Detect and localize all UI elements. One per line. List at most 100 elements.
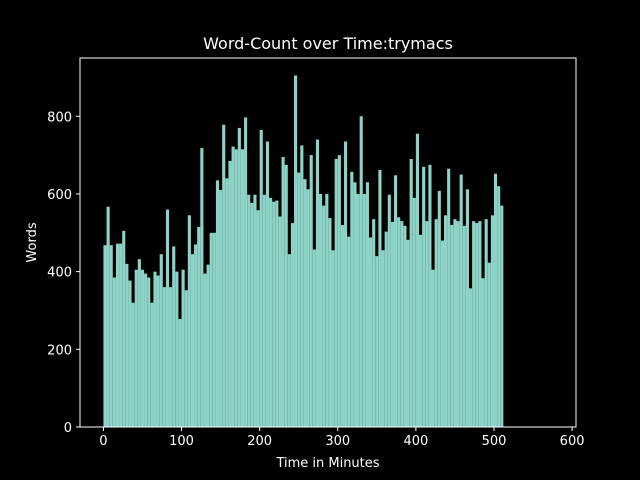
histogram-bar xyxy=(331,250,335,427)
histogram-bar xyxy=(490,215,494,427)
histogram-bar xyxy=(381,250,385,427)
chart-title: Word-Count over Time:trymacs xyxy=(203,34,453,53)
histogram-bar xyxy=(415,133,419,427)
histogram-bar xyxy=(403,225,407,427)
histogram-bar xyxy=(219,190,223,427)
x-tick-label: 400 xyxy=(403,434,428,449)
histogram-bar xyxy=(465,189,469,427)
histogram-bar xyxy=(328,218,332,427)
histogram-bar xyxy=(418,234,423,427)
x-tick-label: 100 xyxy=(169,434,194,449)
histogram-bar xyxy=(253,194,257,427)
histogram-bar xyxy=(456,221,460,427)
histogram-bar xyxy=(119,243,123,427)
histogram-bar xyxy=(340,225,345,427)
histogram-bar xyxy=(228,160,232,427)
histogram-bar xyxy=(275,200,279,427)
histogram-bar xyxy=(122,230,126,427)
histogram-bar xyxy=(262,194,266,427)
histogram-bar xyxy=(400,221,404,427)
histogram-bar xyxy=(187,215,191,427)
histogram-bar xyxy=(297,172,301,427)
histogram-bar xyxy=(265,141,270,427)
histogram-bar xyxy=(194,244,198,427)
histogram-bar xyxy=(468,288,473,427)
histogram-bar xyxy=(384,231,388,427)
histogram-bar xyxy=(493,173,498,427)
x-axis: 0 100 200 300 400 500 600 xyxy=(99,427,585,449)
histogram-bar xyxy=(112,277,116,427)
histogram-bar xyxy=(409,158,413,427)
histogram-bar xyxy=(484,219,488,427)
histogram-bar xyxy=(200,148,204,427)
histogram-bar xyxy=(178,319,182,427)
histogram-bar xyxy=(269,197,273,427)
histogram-bar xyxy=(222,124,226,428)
y-axis: 0 200 400 600 800 xyxy=(47,110,80,436)
histogram-bar xyxy=(209,232,213,427)
y-tick-label: 0 xyxy=(64,421,72,436)
histogram-bar xyxy=(169,287,173,427)
bars-group xyxy=(103,75,504,428)
histogram-bar xyxy=(315,139,320,427)
histogram-bar xyxy=(428,164,432,427)
histogram-bar xyxy=(165,209,170,427)
histogram-bar xyxy=(325,193,329,427)
histogram-bar xyxy=(128,280,132,427)
x-tick-label: 500 xyxy=(482,434,507,449)
y-tick-label: 600 xyxy=(47,188,72,203)
plot-frame xyxy=(79,57,577,428)
histogram-bar xyxy=(134,269,138,427)
histogram-bar xyxy=(359,116,363,428)
histogram-bar xyxy=(162,287,166,427)
histogram-bar xyxy=(322,205,326,427)
histogram-bar xyxy=(240,149,245,428)
histogram-bar xyxy=(115,243,120,427)
histogram-bar xyxy=(190,254,195,427)
histogram-bar xyxy=(159,254,163,427)
x-tick-label: 200 xyxy=(247,434,272,449)
histogram-bar xyxy=(206,264,210,427)
x-tick-label: 0 xyxy=(99,434,107,449)
histogram-bar xyxy=(440,240,444,427)
histogram-bar xyxy=(109,245,113,427)
histogram-bar xyxy=(487,262,491,427)
histogram-bar xyxy=(140,269,145,427)
histogram-bar xyxy=(334,158,338,427)
histogram-bar xyxy=(462,225,466,427)
histogram-bar xyxy=(459,174,463,427)
histogram-bar xyxy=(369,237,373,427)
histogram-bar xyxy=(212,232,216,427)
histogram-bar xyxy=(300,145,304,428)
histogram-bar xyxy=(172,246,176,427)
histogram-bar xyxy=(131,302,135,427)
histogram-bar xyxy=(106,206,110,427)
histogram-bar xyxy=(406,239,410,427)
histogram-bar xyxy=(175,271,179,427)
y-axis-label: Words xyxy=(25,222,40,262)
histogram-bar xyxy=(347,236,351,427)
histogram-bar xyxy=(387,194,391,427)
x-tick-label: 600 xyxy=(560,434,585,449)
histogram-bar xyxy=(181,269,185,427)
histogram-bar xyxy=(259,129,263,427)
histogram-bar xyxy=(203,273,207,427)
histogram-bar xyxy=(284,164,288,427)
histogram-bar xyxy=(287,254,291,427)
histogram-bar xyxy=(397,217,401,427)
histogram-bar xyxy=(500,205,504,427)
histogram-bar xyxy=(353,182,357,427)
histogram-bar xyxy=(472,221,476,427)
histogram-bar xyxy=(437,190,441,427)
histogram-bar xyxy=(478,221,482,427)
histogram-bar xyxy=(150,302,154,427)
histogram-bar xyxy=(319,193,323,427)
histogram-bar xyxy=(434,219,438,427)
y-tick-label: 400 xyxy=(47,266,72,281)
histogram-bar xyxy=(375,256,379,427)
histogram-bar xyxy=(244,117,248,428)
histogram-bar xyxy=(281,157,285,427)
histogram-bar xyxy=(344,141,348,427)
histogram-bar xyxy=(447,168,451,427)
histogram-bar xyxy=(153,271,157,427)
